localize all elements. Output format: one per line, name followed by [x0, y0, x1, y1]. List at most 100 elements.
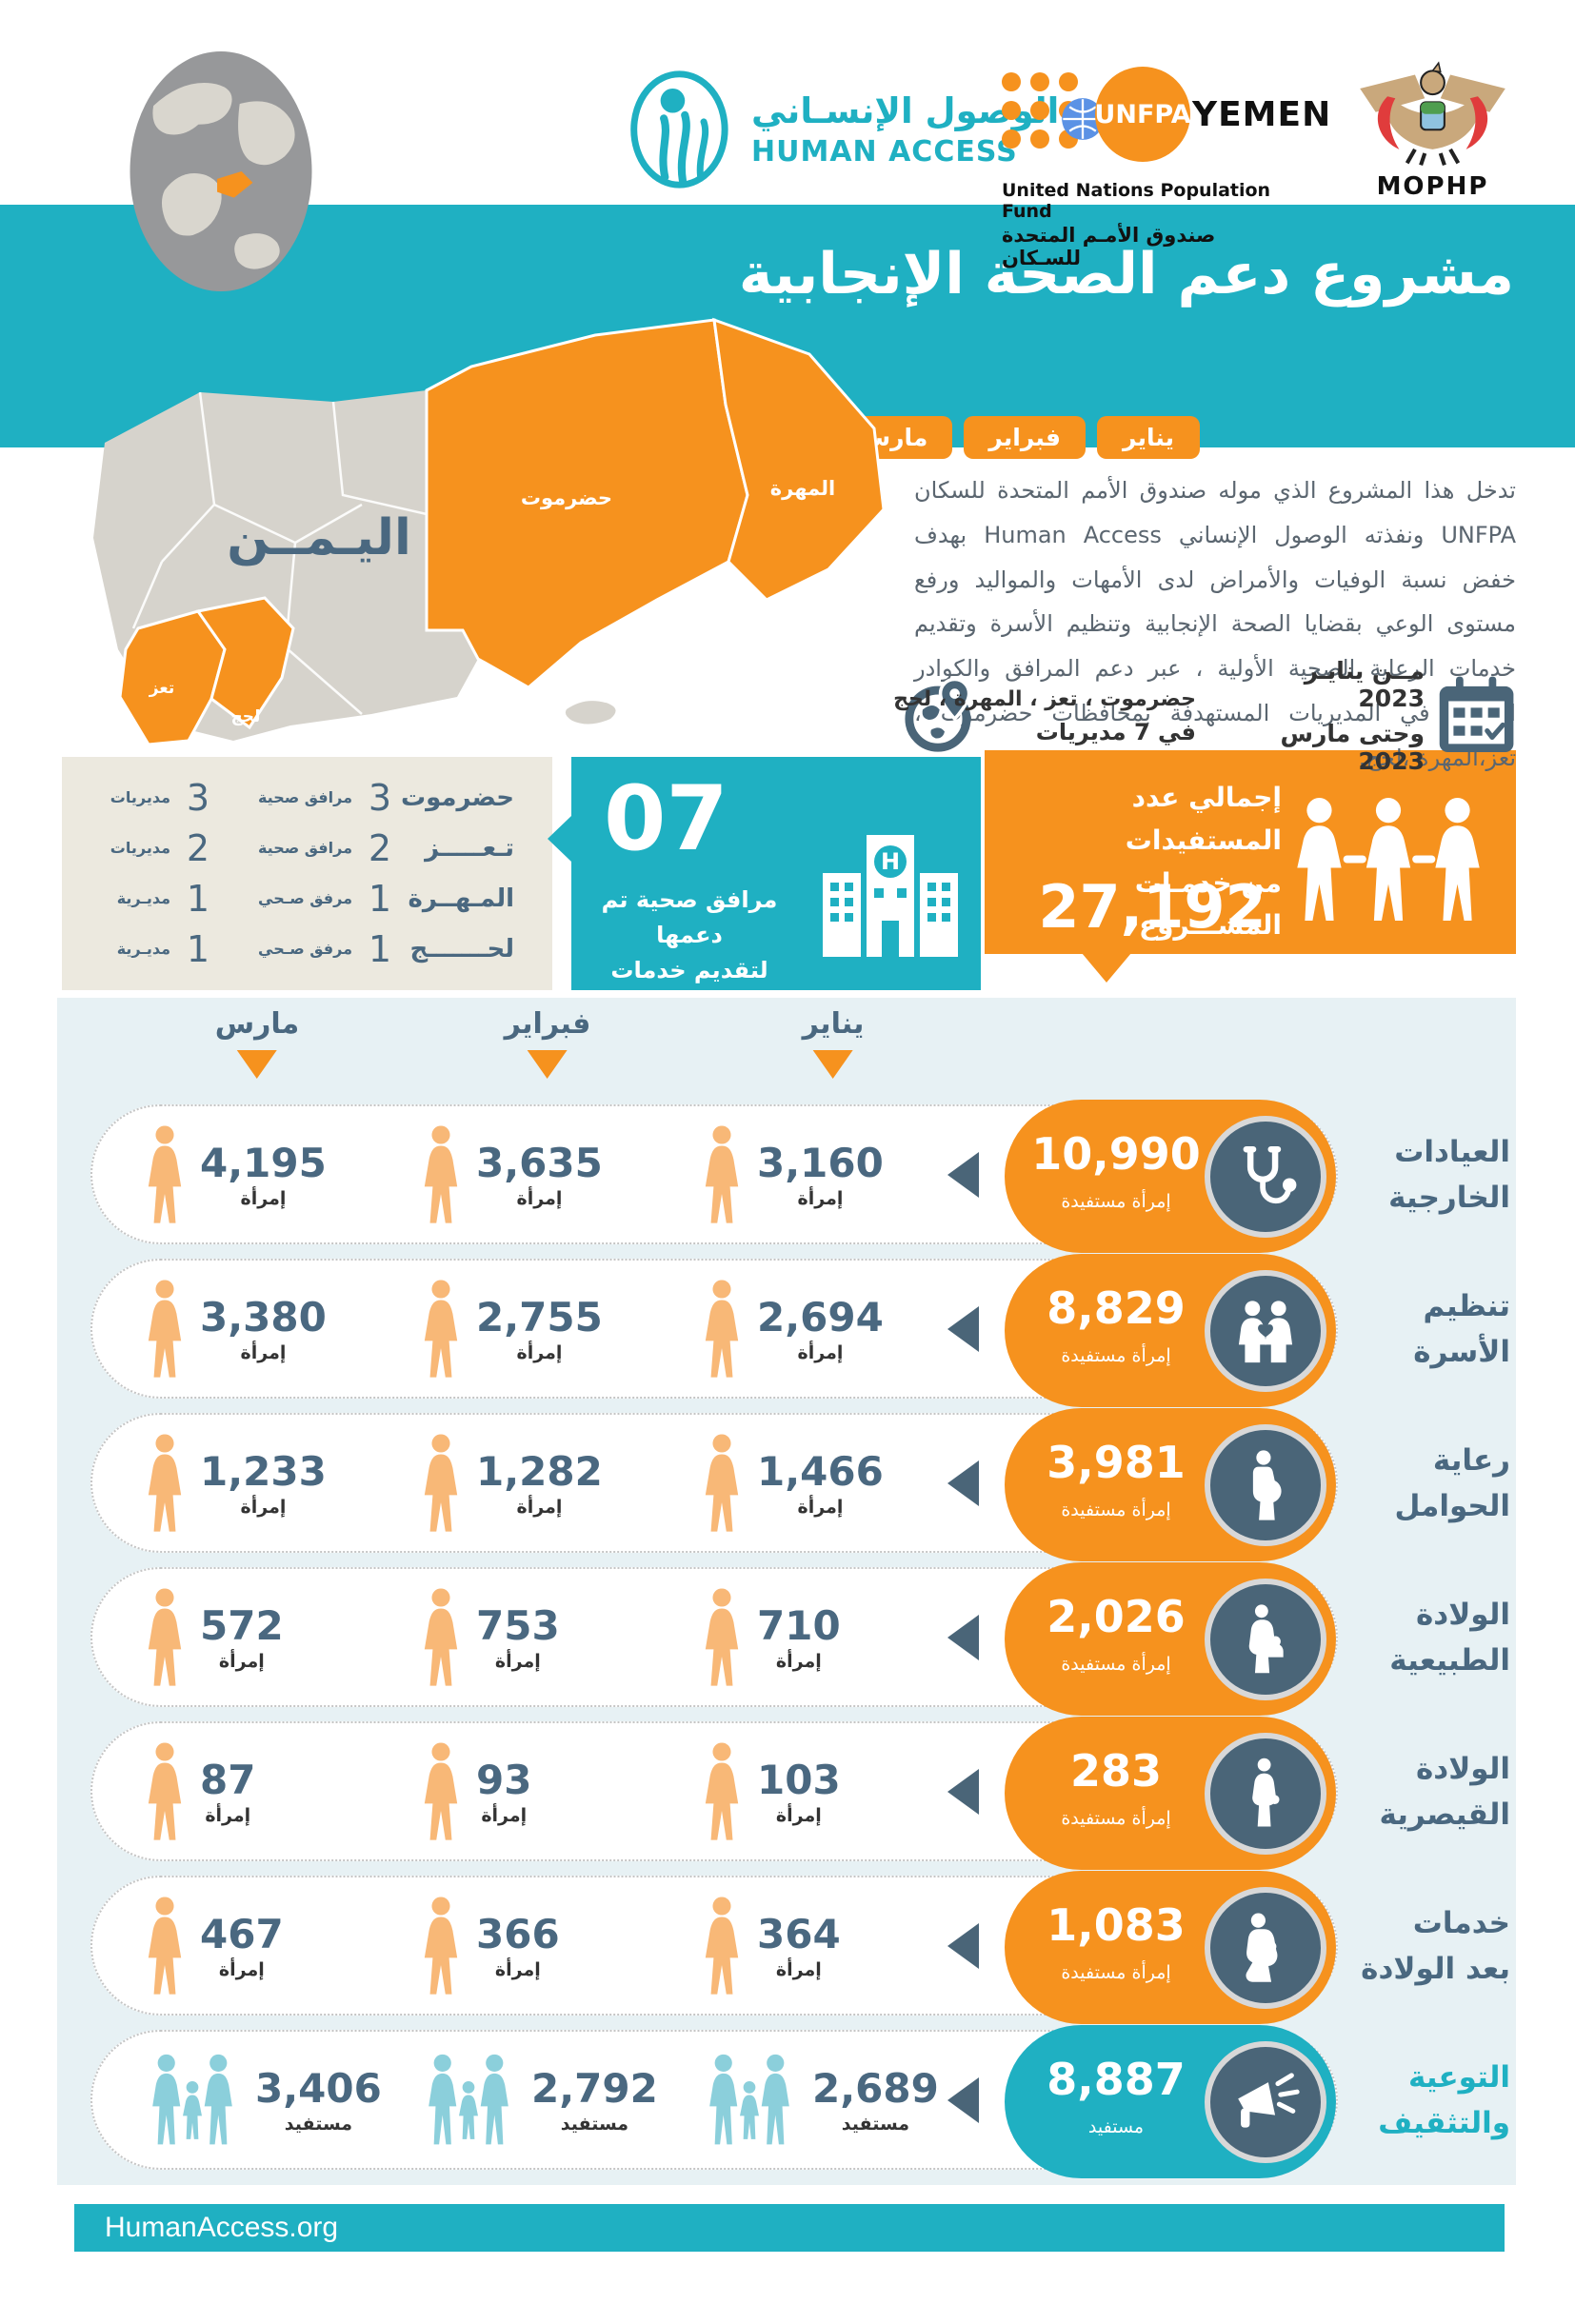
left-arrow-icon [947, 1922, 979, 1969]
districts-count: 1 [186, 877, 210, 920]
month-header: فبراير [505, 1007, 590, 1079]
month-value-group: 1,233 إمرأة [145, 1433, 327, 1534]
month-value-group: 1,282 إمرأة [421, 1433, 603, 1534]
month-value: 1,282 [476, 1448, 603, 1495]
month-value-group: 3,160 إمرأة [702, 1124, 884, 1225]
month-value-group: 3,406 مستفيد [145, 2053, 382, 2148]
data-section: مارس فبراير يناير 4,195 إمرأة 3,635 إمرأة 3,16… [57, 998, 1516, 2185]
un-emblem-icon [1061, 97, 1105, 141]
left-arrow-icon [947, 2076, 979, 2123]
globe-earth-graphic [127, 50, 315, 293]
row-total-unit: مستفيد [1087, 2116, 1145, 2137]
month-value-unit: إمرأة [240, 1497, 287, 1518]
month-value: 103 [757, 1757, 841, 1803]
total-capsule: 10,990 إمرأة مستفيدة [1005, 1100, 1336, 1253]
mophp-label: MOPHP [1376, 172, 1489, 202]
woman-icon [702, 1896, 742, 1996]
month-value: 3,380 [200, 1294, 327, 1341]
supported-facilities-box: 07 مرافق صحية تم دعمها لتقديم خدمات المش… [548, 757, 981, 1020]
supported-facilities-caption: مرافق صحية تم دعمها لتقديم خدمات المشروع [601, 886, 778, 1020]
month-value: 753 [476, 1602, 560, 1649]
month-value-group: 710 إمرأة [702, 1587, 841, 1688]
districts-count: 2 [186, 826, 210, 869]
left-arrow-icon [947, 1768, 979, 1815]
total-capsule: 283 إمرأة مستفيدة [1005, 1717, 1336, 1870]
month-value-unit: إمرأة [516, 1188, 563, 1209]
natural-birth-icon [1231, 1603, 1300, 1676]
month-value: 366 [476, 1911, 560, 1957]
row-pill: 3,406 مستفيد 2,792 مستفيد 2,689 مستفيد 8,887 مس… [90, 2025, 1338, 2178]
districts-count-label: مديريات [110, 839, 170, 857]
yemen-eagle-emblem-icon [1354, 59, 1511, 167]
month-value-group: 4,195 إمرأة [145, 1124, 327, 1225]
footer-bar: HumanAccess.org [74, 2204, 1505, 2252]
map-label-taiz: تعز [149, 679, 175, 698]
stethoscope-icon [1231, 1141, 1300, 1213]
month-value: 2,755 [476, 1294, 603, 1341]
woman-icon [702, 1741, 742, 1842]
woman-icon [702, 1433, 742, 1534]
category-icon-circle [1205, 1115, 1326, 1238]
woman-icon [421, 1124, 461, 1225]
month-value-unit: إمرأة [516, 1342, 563, 1363]
woman-icon [421, 1896, 461, 1996]
woman-icon [145, 1124, 185, 1225]
location-block: حضرموت ، تعز ، المهرة ، لحج في 7 مديريات [893, 675, 1196, 757]
category-icon-circle [1205, 1886, 1326, 2009]
yemen-map: اليـمــن حضرموت المهرة تعز لحج [48, 314, 914, 762]
facility-row: لحـــــــج 1 مرفق صـحي 1 مديـرية [90, 924, 514, 974]
category-label: خدمات بعد الولادة [1361, 1905, 1510, 1986]
map-label-hadramout: حضرموت [521, 487, 612, 509]
month-value: 364 [757, 1911, 841, 1957]
month-value-group: 1,466 إمرأة [702, 1433, 884, 1534]
map-country-label: اليـمــن [227, 509, 411, 566]
facility-row: حضرموت 3 مرافق صحية 3 مديريات [90, 772, 514, 823]
data-row: 467 إمرأة 366 إمرأة 364 إمرأة 1,083 إمرأة مستفي… [57, 1871, 1516, 2024]
down-triangle-icon [812, 1050, 853, 1079]
governorate-name: تـعـــــز [425, 833, 514, 863]
callout-tail-left [548, 816, 571, 862]
month-value-unit: إمرأة [775, 1805, 822, 1826]
category-label: الولادة الطبيعية [1389, 1597, 1510, 1678]
family-heart-icon [1231, 1295, 1300, 1367]
month-value-unit: إمرأة [797, 1342, 844, 1363]
facilities-count-label: مرفق صـحي [258, 940, 352, 958]
data-row: 3,380 إمرأة 2,755 إمرأة 2,694 إمرأة 8,829 إمرأة… [57, 1254, 1516, 1407]
map-label-almahra: المهرة [770, 477, 836, 500]
mophp-logo: MOPHP [1354, 59, 1511, 201]
districts-count-label: مديـرية [116, 889, 170, 907]
footer-website-link[interactable]: HumanAccess.org [105, 2212, 339, 2243]
total-beneficiaries-box: إجمالي عدد المستفيدات من خدمـات المشـــر… [985, 750, 1516, 983]
month-value-group: 93 إمرأة [421, 1741, 531, 1842]
category-label: رعاية الحوامل [1394, 1442, 1510, 1523]
row-total-unit: إمرأة مستفيدة [1061, 1962, 1171, 1983]
month-value: 2,694 [757, 1294, 884, 1341]
facility-row: تـعـــــز 2 مرافق صحية 2 مديريات [90, 823, 514, 873]
location-governorates: حضرموت ، تعز ، المهرة ، لحج [893, 686, 1196, 711]
month-value: 467 [200, 1911, 284, 1957]
row-total-unit: إمرأة مستفيدة [1061, 1654, 1171, 1675]
month-tag: فبراير [964, 416, 1086, 459]
month-header: مارس [215, 1007, 299, 1079]
facilities-count: 2 [368, 826, 392, 869]
total-capsule: 1,083 إمرأة مستفيدة [1005, 1871, 1336, 2024]
category-label: تنظيم الأسرة [1413, 1288, 1510, 1369]
woman-icon [702, 1279, 742, 1380]
woman-icon [145, 1433, 185, 1534]
month-value-unit: إمرأة [218, 1959, 265, 1980]
period-to: وحتى مارس 2023 [1280, 720, 1425, 775]
facilities-box: حضرموت 3 مرافق صحية 3 مديريات تـعـــــز 2 مرافق… [62, 757, 552, 990]
unfpa-caption-arabic: صندوق الأمـم المتحدة للسـكان [1002, 224, 1216, 269]
callout-tail-down [1082, 953, 1131, 983]
districts-count: 1 [186, 927, 210, 970]
human-access-name-english: HUMAN ACCESS [751, 135, 1018, 169]
woman-icon [421, 1741, 461, 1842]
row-total-unit: إمرأة مستفيدة [1061, 1191, 1171, 1212]
supported-facilities-number: 07 [604, 767, 728, 871]
month-value: 3,160 [757, 1140, 884, 1186]
month-value-group: 753 إمرأة [421, 1587, 560, 1688]
row-pill: 4,195 إمرأة 3,635 إمرأة 3,160 إمرأة 10,990 إمرأ… [90, 1100, 1338, 1253]
total-capsule: 8,887 مستفيد [1005, 2025, 1336, 2178]
governorate-name: لحـــــــج [409, 934, 514, 963]
month-value-group: 2,755 إمرأة [421, 1279, 603, 1380]
